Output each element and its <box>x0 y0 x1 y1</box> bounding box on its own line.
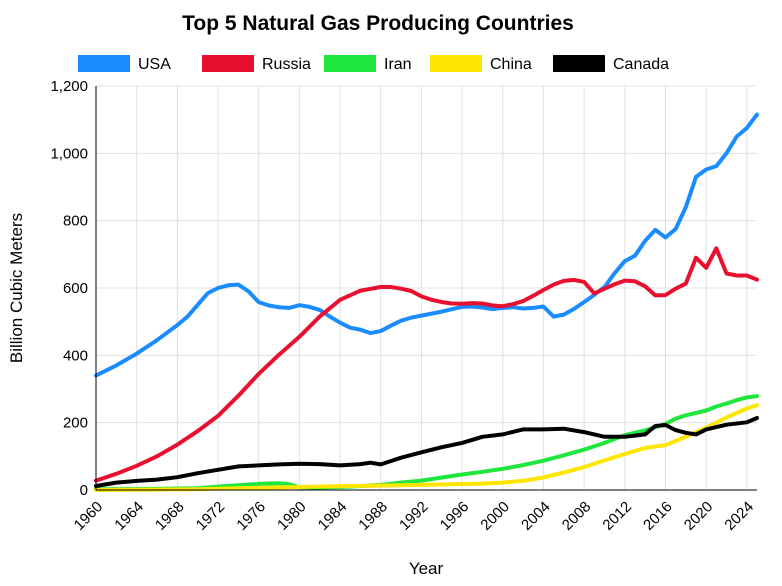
y-tick-label: 400 <box>63 347 88 364</box>
x-tick-label: 2020 <box>681 498 717 534</box>
x-tick-label: 1996 <box>437 498 473 534</box>
legend-swatch <box>430 55 482 72</box>
legend-item-iran: Iran <box>324 55 412 73</box>
legend-item-russia: Russia <box>202 55 311 73</box>
legend-label: USA <box>138 56 171 73</box>
legend-label: Canada <box>613 56 669 73</box>
y-tick-label: 0 <box>80 482 88 499</box>
grid-lines <box>95 85 757 491</box>
series-line-iran <box>94 394 759 492</box>
series-line-china <box>94 403 759 492</box>
x-axis-tick-labels: 1960 1964 1968 1972 1976 1980 1984 1988 1992 1996… <box>71 498 757 534</box>
y-tick-label: 600 <box>63 280 88 297</box>
x-axis-title: Year <box>409 559 444 578</box>
series-line-russia <box>94 246 759 483</box>
x-tick-label: 1964 <box>111 498 147 534</box>
x-tick-label: 1988 <box>355 498 391 534</box>
legend: USA Russia Iran China Canada <box>78 55 669 73</box>
x-tick-label: 2016 <box>640 498 676 534</box>
x-tick-label: 1992 <box>396 498 432 534</box>
x-tick-label: 1976 <box>233 498 269 534</box>
legend-label: Russia <box>262 56 311 73</box>
y-axis-tick-labels: 0 200 400 600 800 1,000 1,200 <box>50 78 88 499</box>
legend-label: China <box>490 56 532 73</box>
legend-item-usa: USA <box>78 55 171 73</box>
x-tick-label: 2008 <box>559 498 595 534</box>
x-tick-label: 1972 <box>193 498 229 534</box>
y-tick-label: 800 <box>63 213 88 230</box>
y-tick-label: 200 <box>63 415 88 432</box>
legend-swatch <box>202 55 254 72</box>
x-tick-label: 2000 <box>477 498 513 534</box>
x-tick-label: 1968 <box>152 498 188 534</box>
y-tick-label: 1,000 <box>50 145 88 162</box>
legend-swatch <box>78 55 130 72</box>
legend-item-china: China <box>430 55 532 73</box>
x-tick-label: 2012 <box>599 498 635 534</box>
x-tick-label: 1980 <box>274 498 310 534</box>
x-tick-label: 1984 <box>315 498 351 534</box>
x-tick-label: 1960 <box>71 498 107 534</box>
series-line-usa <box>94 112 759 378</box>
legend-label: Iran <box>384 56 412 73</box>
y-tick-label: 1,200 <box>50 78 88 95</box>
legend-swatch <box>553 55 605 72</box>
series-line-canada <box>94 416 759 488</box>
legend-item-canada: Canada <box>553 55 669 73</box>
x-tick-label: 2024 <box>721 498 757 534</box>
x-tick-label: 2004 <box>518 498 554 534</box>
chart-title: Top 5 Natural Gas Producing Countries <box>182 12 574 35</box>
legend-swatch <box>324 55 376 72</box>
y-axis-title: Billion Cubic Meters <box>7 213 26 363</box>
series-lines <box>94 112 759 492</box>
